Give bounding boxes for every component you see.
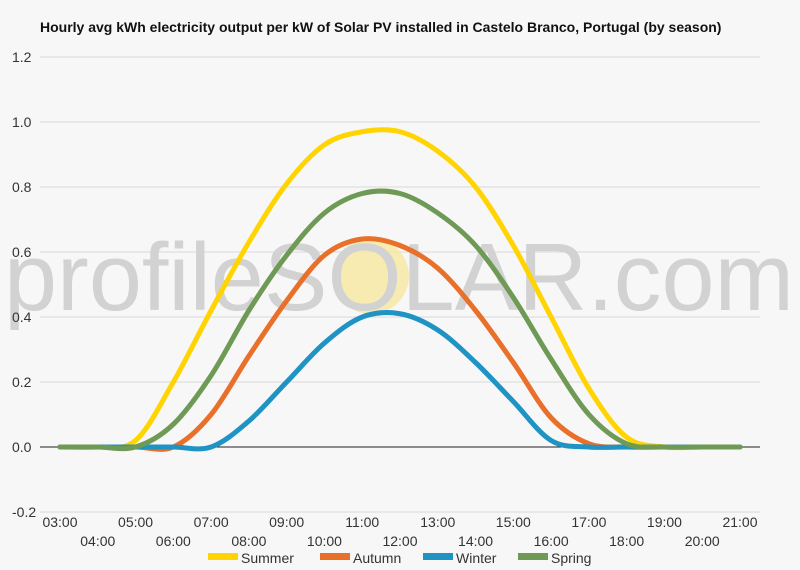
x-tick-label: 05:00	[118, 514, 153, 530]
x-tick-label: 12:00	[382, 533, 417, 549]
x-tick-label: 20:00	[685, 533, 720, 549]
x-tick-label: 19:00	[647, 514, 682, 530]
y-tick-label: -0.2	[12, 504, 36, 520]
y-tick-label: 1.0	[12, 114, 32, 130]
x-tick-label: 03:00	[42, 514, 77, 530]
legend-label-winter: Winter	[456, 550, 497, 566]
series-lines	[57, 127, 743, 452]
series-line-summer	[57, 127, 743, 451]
legend-swatch-spring	[518, 553, 548, 560]
legend-swatch-autumn	[320, 553, 350, 560]
y-axis-ticks: 1.2 1.0 0.8 0.6 0.4 0.2 0.0 -0.2	[12, 49, 36, 520]
y-tick-label: 1.2	[12, 49, 32, 65]
y-tick-label: 0.0	[12, 439, 32, 455]
y-tick-label: 0.4	[12, 309, 32, 325]
x-tick-label: 09:00	[269, 514, 304, 530]
legend-label-autumn: Autumn	[353, 550, 401, 566]
y-tick-label: 0.2	[12, 374, 32, 390]
x-tick-label: 18:00	[609, 533, 644, 549]
x-tick-label: 04:00	[80, 533, 115, 549]
legend-swatch-winter	[423, 553, 453, 560]
legend-label-spring: Spring	[551, 550, 591, 566]
series-line-spring	[57, 188, 743, 452]
x-tick-label: 11:00	[345, 514, 379, 530]
x-tick-label: 14:00	[458, 533, 493, 549]
chart-title: Hourly avg kWh electricity output per kW…	[40, 19, 722, 35]
x-tick-label: 08:00	[231, 533, 266, 549]
x-tick-label: 17:00	[571, 514, 606, 530]
y-tick-label: 0.6	[12, 244, 32, 260]
legend-swatch-summer	[208, 553, 238, 560]
x-tick-label: 07:00	[194, 514, 229, 530]
x-tick-label: 06:00	[156, 533, 191, 549]
x-tick-label: 16:00	[534, 533, 569, 549]
legend-label-summer: Summer	[241, 550, 294, 566]
series-line-winter	[57, 310, 743, 452]
x-tick-label: 10:00	[307, 533, 342, 549]
x-tick-label: 21:00	[722, 514, 757, 530]
x-tick-label: 13:00	[420, 514, 455, 530]
watermark-sun-icon	[333, 238, 409, 314]
x-tick-label: 15:00	[496, 514, 531, 530]
y-tick-label: 0.8	[12, 179, 32, 195]
legend: Summer Autumn Winter Spring	[208, 550, 591, 566]
x-axis-ticks: 03:0004:0005:0006:0007:0008:0009:0010:00…	[42, 514, 757, 549]
